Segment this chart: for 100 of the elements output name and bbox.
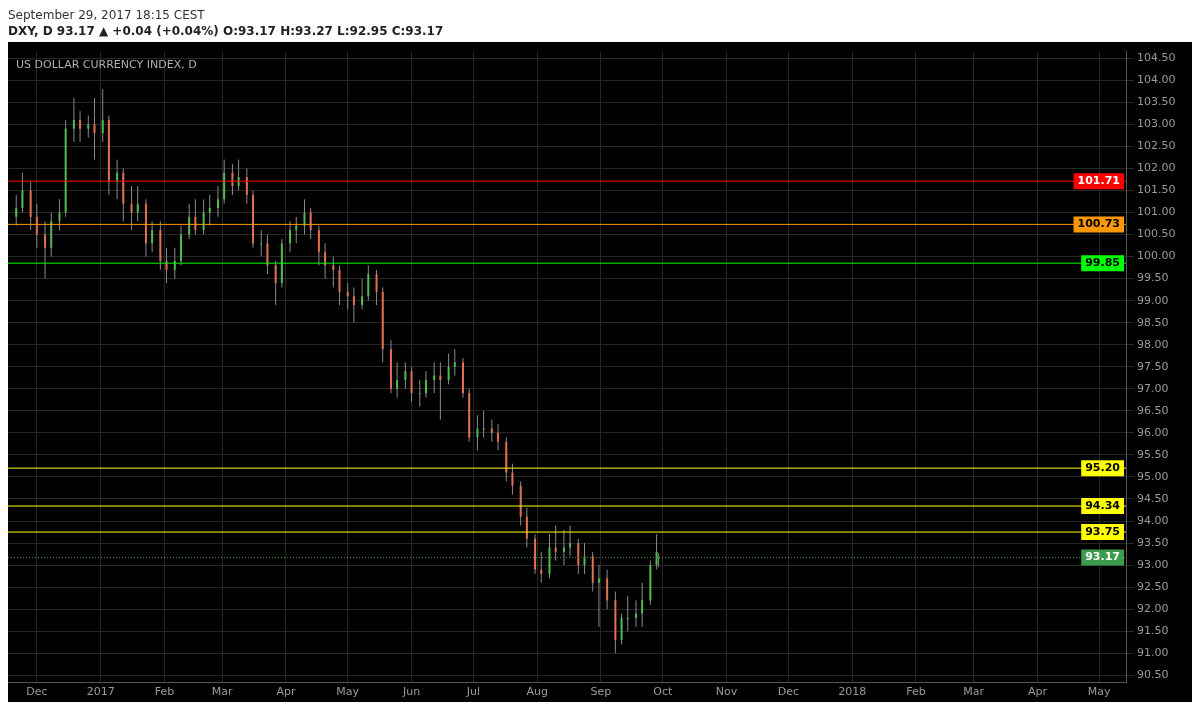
y-tick-label: 90.50 [1137,668,1169,682]
candlestick [87,115,90,139]
candlestick [252,189,255,249]
y-tick-label: 93.50 [1137,535,1169,549]
ref-line-label: 95.20 [1085,461,1121,474]
x-tick-label: Dec [26,685,48,699]
candlestick [21,172,24,213]
ref-line-label: 99.85 [1085,256,1120,270]
candlestick [338,264,341,306]
y-tick-label: 97.00 [1137,381,1169,395]
candlestick [231,163,234,196]
y-tick-label: 96.00 [1137,425,1169,439]
candlestick [352,286,355,324]
y-tick-label: 91.50 [1137,624,1169,638]
y-tick-label: 92.00 [1137,602,1169,616]
candlestick [597,564,600,628]
candlestick [245,167,248,205]
candlestick [202,198,205,236]
y-tick-label: 94.50 [1137,491,1169,505]
candlestick [476,414,479,452]
candlestick [194,198,197,236]
candlestick [367,264,370,302]
x-tick-label: Feb [154,685,175,699]
ref-line-label: 101.71 [1077,174,1121,188]
candlestick [525,507,528,548]
candlestick [332,256,335,288]
ref-line-label: 93.17 [1085,550,1120,564]
y-tick-label: 93.00 [1137,557,1169,571]
y-tick-label: 96.50 [1137,403,1169,417]
candlestick [72,97,75,143]
candlestick [266,234,269,275]
candlestick [396,361,399,399]
ref-line-label: 100.73 [1077,217,1121,231]
y-tick-label: 103.50 [1137,95,1176,109]
chart-subtitle: September 29, 2017 18:15 CEST [8,8,206,24]
x-tick-label: Apr [1027,685,1048,699]
candlestick [462,357,465,399]
x-tick-label: May [336,685,360,699]
y-tick-label: 99.00 [1137,293,1169,307]
text: DXY, D 93.17 ▲ +0.04 (+0.04%) O:93.17 H:93.27 L:92.95 C:93.17 [8,24,445,40]
y-tick-label: 104.00 [1137,73,1176,87]
y-tick-label: 94.00 [1137,513,1169,527]
candlestick [554,524,557,562]
x-tick-label: 2018 [838,685,867,699]
candlestick [217,185,220,218]
candlestick [497,423,500,452]
y-tick-label: 102.00 [1137,161,1176,175]
x-tick-label: Nov [715,685,738,699]
candlestick [620,613,623,645]
candlestick [424,370,427,399]
y-tick-label: 91.00 [1137,646,1169,660]
ref-line-label: 94.34 [1085,498,1121,512]
y-tick-label: 101.00 [1137,205,1176,219]
y-tick-label: 98.50 [1137,315,1169,329]
candlestick [260,229,263,258]
y-tick-label: 92.50 [1137,580,1169,594]
candlestick [79,110,82,143]
candlestick [410,366,413,403]
candlestick [453,348,456,377]
y-tick-label: 98.00 [1137,337,1169,351]
candlestick [274,260,277,306]
candlestick [188,203,191,240]
x-tick-label: Mar [963,685,985,699]
candlestick [626,595,629,632]
x-tick-label: Aug [526,685,548,699]
candlestick [375,269,378,306]
candlestick [577,538,580,575]
candlestick [151,220,154,253]
candlestick [289,220,292,253]
x-tick-label: Dec [777,685,799,699]
y-tick-label: 102.50 [1137,139,1176,153]
y-tick-label: 101.50 [1137,183,1176,197]
candlestick [418,379,421,407]
y-tick-label: 97.50 [1137,359,1169,373]
ref-line-label: 93.75 [1085,524,1120,538]
y-tick-label: 100.50 [1137,227,1176,241]
candlestick [361,278,364,310]
candlestick [303,198,306,236]
y-tick-label: 99.50 [1137,271,1169,285]
x-tick-label: Mar [211,685,233,699]
x-tick-label: Apr [276,685,296,699]
candlestick [511,463,514,496]
candlestick [44,220,47,280]
x-tick-label: Jun [401,685,421,699]
candlestick [93,97,96,161]
x-tick-label: Jul [465,685,480,699]
y-tick-label: 103.00 [1137,117,1176,131]
y-tick-label: 95.50 [1137,447,1169,461]
text: US DOLLAR CURRENCY INDEX, D [16,57,197,71]
x-tick-label: Feb [906,685,926,699]
candlestick [562,529,565,566]
x-tick-label: Oct [653,685,673,699]
candlestick [101,88,104,143]
candlestick [317,225,320,266]
candlestick [583,542,586,575]
y-tick-label: 100.00 [1137,249,1176,263]
candlestick [606,569,609,610]
candlestick [447,353,450,385]
y-tick-label: 95.00 [1137,469,1169,483]
candlestick [15,194,18,227]
